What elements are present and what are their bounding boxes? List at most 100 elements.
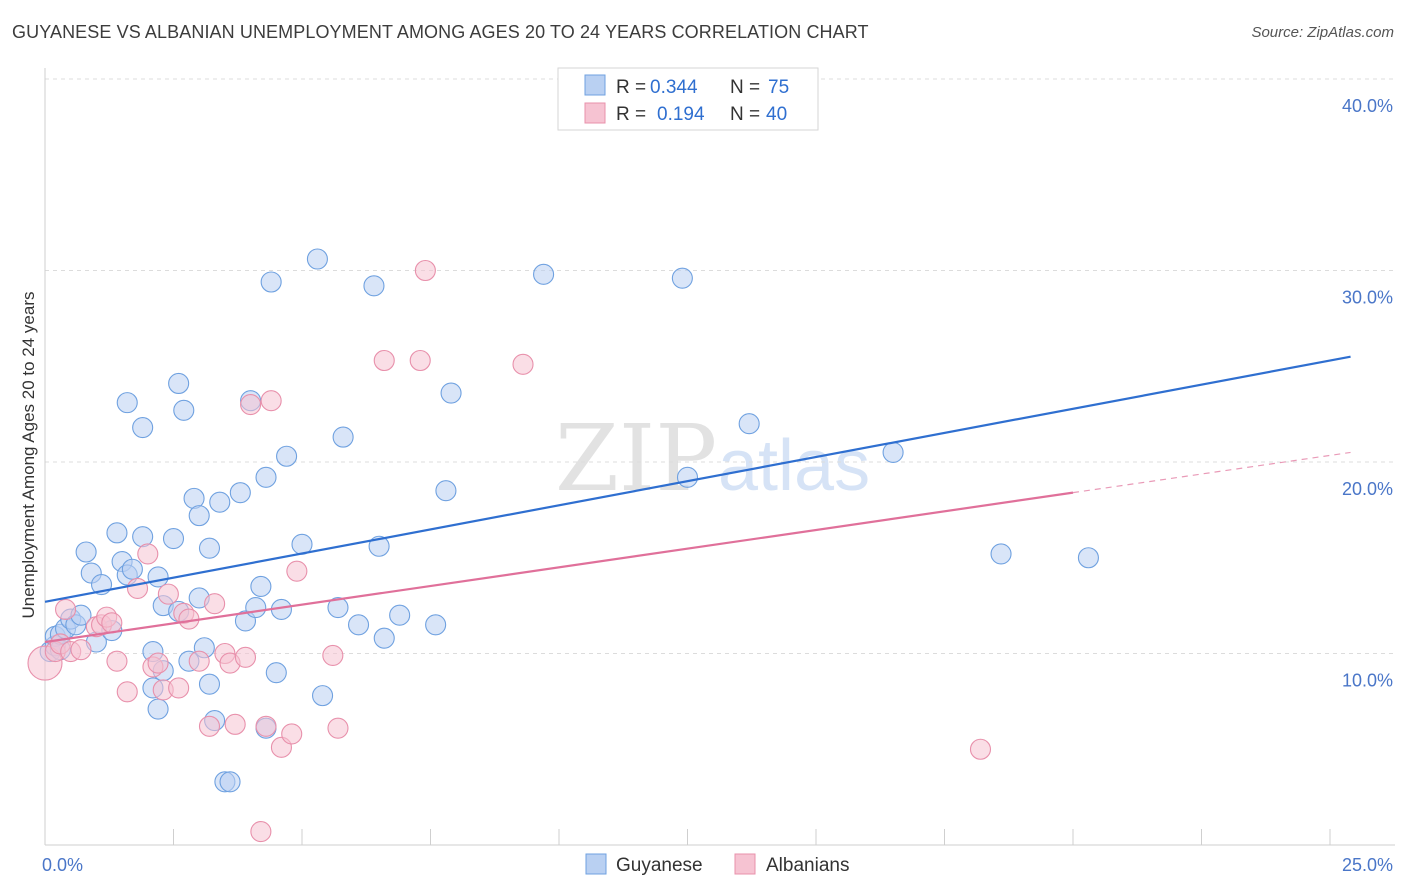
- albanians-point: [260, 390, 282, 412]
- guyanese-point: [738, 413, 760, 435]
- trend-lines: [44, 355, 1351, 644]
- albanians-point: [969, 738, 992, 760]
- guyanese-trend-line: [44, 355, 1351, 603]
- albanians-point: [116, 681, 138, 703]
- legend-n-label-albanians: N =: [730, 104, 760, 125]
- bottom-legend-swatch-guyanese: [585, 853, 607, 875]
- albanians-point: [101, 612, 123, 634]
- guyanese-point: [265, 662, 287, 684]
- source-label: Source: ZipAtlas.com: [1251, 24, 1394, 41]
- albanians-point: [281, 723, 303, 745]
- guyanese-point: [373, 627, 395, 649]
- bottom-legend-guyanese: Guyanese: [616, 855, 703, 876]
- albanians-point: [55, 598, 77, 621]
- guyanese-point: [425, 614, 447, 636]
- guyanese-point: [106, 522, 128, 544]
- guyanese-point: [116, 392, 138, 414]
- guyanese-point: [245, 596, 267, 619]
- bottom-legend-albanians: Albanians: [766, 855, 849, 876]
- albanians-point: [168, 677, 190, 699]
- albanians-point: [286, 560, 308, 582]
- chart-title: GUYANESE VS ALBANIAN UNEMPLOYMENT AMONG …: [12, 22, 869, 42]
- albanians-point: [198, 715, 221, 737]
- guyanese-point: [332, 426, 354, 448]
- tick-labels: 10.0% 20.0% 30.0% 40.0% 0.0% 25.0%: [42, 96, 1393, 875]
- albanians-point: [512, 353, 534, 375]
- guyanese-point: [347, 614, 370, 636]
- guyanese-point: [147, 698, 169, 720]
- albanians-point: [322, 644, 344, 666]
- legend-r-guyanese: 0.344: [650, 77, 698, 98]
- guyanese-point: [368, 535, 390, 557]
- guyanese-point: [209, 491, 231, 513]
- guyanese-point: [389, 604, 411, 626]
- legend-n-label-guyanese: N =: [730, 77, 760, 98]
- y-tick-label: 30.0%: [1342, 288, 1393, 308]
- legend-r-label-albanians: R =: [616, 104, 646, 125]
- guyanese-point: [121, 558, 143, 580]
- guyanese-point: [147, 566, 169, 588]
- x-tick-label: 25.0%: [1342, 855, 1393, 875]
- legend-swatch-guyanese: [584, 74, 606, 96]
- albanians-point: [414, 259, 436, 282]
- bottom-legend-swatch-albanians: [734, 853, 756, 875]
- guyanese-point: [260, 271, 282, 293]
- axes: [44, 68, 1395, 846]
- albanians-point: [224, 713, 246, 735]
- watermark-zip: ZIP: [555, 405, 717, 512]
- legend-n-albanians: 40: [766, 104, 787, 125]
- guyanese-point: [168, 372, 190, 395]
- albanians-trend-line: [44, 491, 1074, 644]
- guyanese-point: [990, 543, 1012, 565]
- guyanese-point: [676, 466, 699, 488]
- legend-r-label-guyanese: R =: [616, 77, 646, 98]
- guyanese-point: [219, 771, 241, 793]
- guyanese-point: [255, 466, 277, 488]
- albanians-point: [250, 821, 272, 843]
- albanians-point: [240, 393, 262, 416]
- albanians-point: [106, 650, 128, 672]
- albanians-point: [373, 349, 395, 372]
- legend-r-albanians: 0.194: [657, 104, 705, 125]
- guyanese-point: [671, 267, 693, 289]
- albanians-point: [126, 577, 149, 599]
- legend-swatch-albanians: [584, 102, 606, 124]
- albanians-point: [327, 717, 349, 739]
- legend-n-guyanese: 75: [768, 77, 789, 98]
- guyanese-point: [1077, 547, 1099, 569]
- y-axis-title: Unemployment Among Ages 20 to 24 years: [19, 292, 38, 619]
- x-tick-label: 0.0%: [42, 855, 83, 875]
- guyanese-point: [75, 541, 97, 563]
- guyanese-point: [173, 399, 195, 421]
- guyanese-point: [188, 505, 210, 527]
- guyanese-point: [276, 445, 298, 467]
- albanians-point: [188, 650, 210, 672]
- albanians-point: [147, 652, 169, 674]
- y-tick-label: 40.0%: [1342, 96, 1393, 116]
- guyanese-point: [306, 248, 328, 270]
- guyanese-point: [229, 482, 251, 504]
- guyanese-point: [162, 528, 185, 550]
- guyanese-point: [440, 382, 462, 404]
- guyanese-point: [435, 480, 457, 502]
- bottom-legend: Guyanese Albanians: [585, 853, 849, 876]
- albanians-point: [409, 349, 431, 372]
- watermark: ZIP atlas: [555, 405, 870, 512]
- albanians-point: [157, 583, 179, 605]
- grid: [45, 78, 1395, 654]
- guyanese-point: [363, 275, 385, 297]
- albanians-point: [234, 646, 257, 668]
- y-tick-label: 10.0%: [1342, 671, 1393, 691]
- guyanese-point: [533, 263, 555, 285]
- top-legend: R = 0.344 N = 75 R = 0.194 N = 40: [557, 67, 819, 131]
- guyanese-point: [312, 685, 334, 707]
- guyanese-point: [198, 673, 221, 695]
- guyanese-point: [198, 537, 221, 559]
- data-points: [27, 248, 1099, 843]
- guyanese-point: [250, 575, 272, 598]
- albanians-trend-extension: [1072, 451, 1351, 494]
- watermark-atlas: atlas: [718, 426, 870, 506]
- albanians-point: [70, 639, 92, 661]
- guyanese-point: [882, 441, 904, 463]
